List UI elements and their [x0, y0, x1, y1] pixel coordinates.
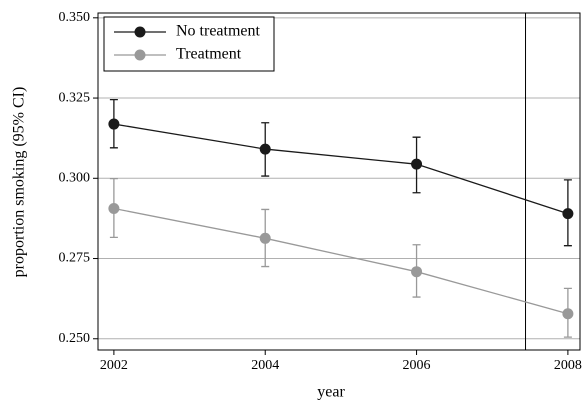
y-axis-label: proportion smoking (95% CI) — [11, 87, 28, 278]
y-tick-label: 0.300 — [59, 171, 91, 186]
series-line — [113, 123, 569, 215]
x-tick-label: 2004 — [251, 358, 279, 373]
legend-marker — [134, 49, 146, 61]
point — [411, 266, 423, 278]
y-tick-label: 0.250 — [59, 331, 91, 346]
x-tick-label: 2002 — [100, 358, 128, 373]
y-tick-label: 0.325 — [59, 90, 91, 105]
point — [562, 308, 574, 320]
series-line — [113, 207, 569, 315]
point — [108, 118, 120, 130]
point — [108, 202, 120, 214]
plot-frame — [97, 12, 581, 351]
point — [411, 158, 423, 170]
x-tick-label: 2006 — [403, 358, 431, 373]
legend-label: Treatment — [176, 46, 242, 63]
point — [562, 208, 574, 220]
x-axis-label: year — [317, 384, 345, 401]
y-tick-label: 0.275 — [59, 251, 91, 266]
point — [259, 232, 271, 244]
legend-marker — [134, 26, 146, 38]
point — [259, 143, 271, 155]
legend-box — [103, 16, 275, 72]
y-tick-label: 0.350 — [59, 10, 91, 25]
x-tick-label: 2008 — [554, 358, 582, 373]
legend-label: No treatment — [176, 23, 261, 40]
